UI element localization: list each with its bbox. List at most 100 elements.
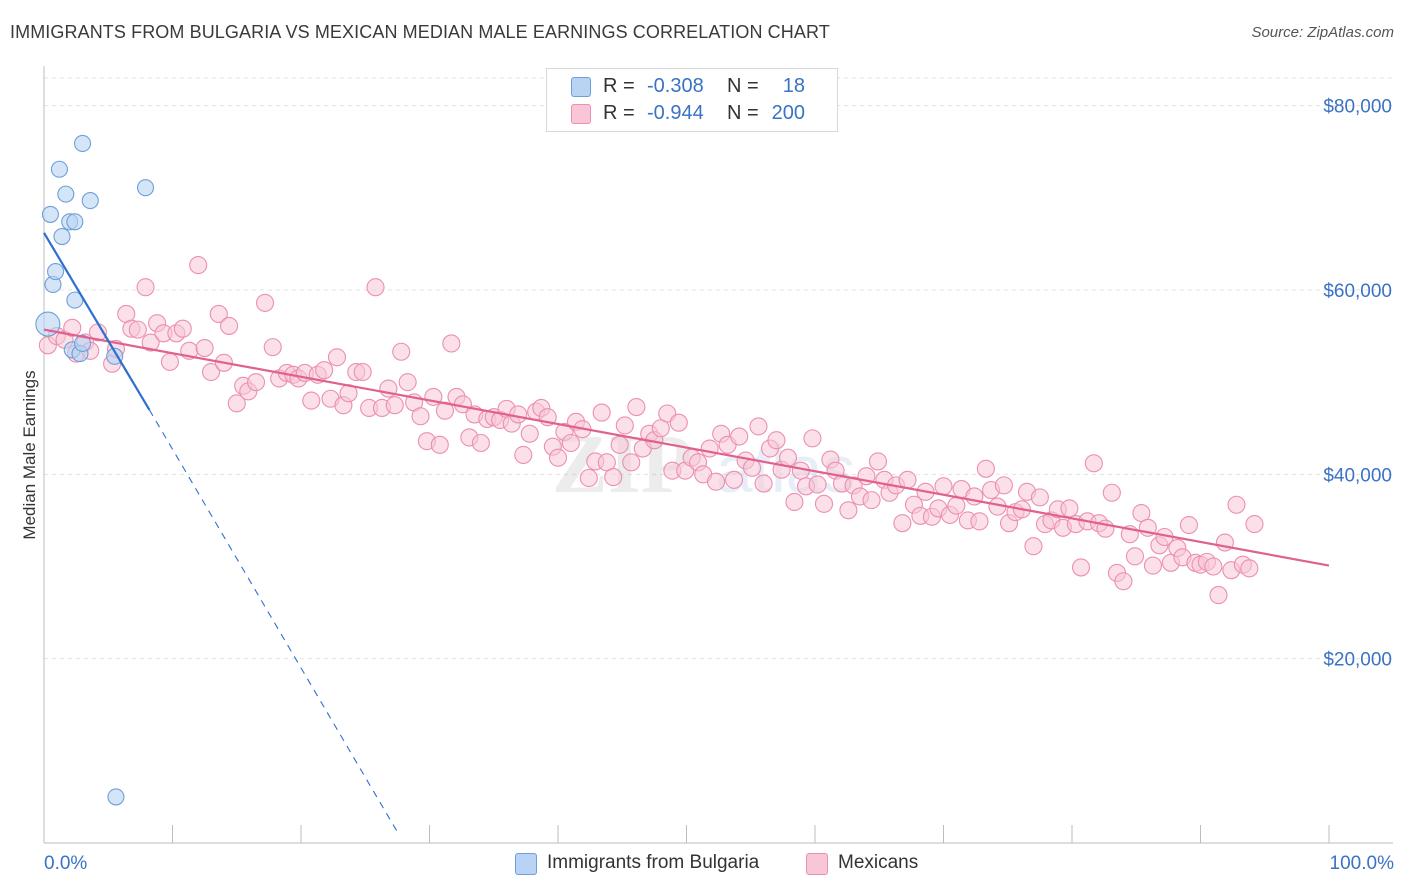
mexicans-point xyxy=(947,496,966,515)
mexicans-point xyxy=(430,435,449,454)
bulgaria-point xyxy=(136,179,155,197)
r-label: R = xyxy=(603,102,635,124)
mexicans-point xyxy=(1125,547,1145,566)
n-label: N = xyxy=(727,75,759,97)
mexicans-point xyxy=(604,468,623,487)
mexicans-point xyxy=(724,470,744,489)
bulgaria-point xyxy=(66,213,84,231)
mexicans-point xyxy=(411,407,430,426)
mexicans-point xyxy=(128,320,147,339)
mexicans-point xyxy=(803,429,822,448)
mexicans-point xyxy=(398,373,417,392)
r-value: -0.308 xyxy=(647,75,704,97)
mexicans-point xyxy=(868,452,888,471)
mexicans-point xyxy=(994,476,1013,495)
mexicans-point xyxy=(862,491,881,510)
mexicans-point xyxy=(893,514,912,533)
mexicans-legend-swatch xyxy=(806,853,828,875)
mexicans-point xyxy=(898,470,917,489)
mexicans-point xyxy=(302,391,321,410)
mexicans-point xyxy=(219,316,239,335)
mexicans-point xyxy=(754,474,773,493)
bulgaria-legend-swatch xyxy=(515,853,537,875)
mexicans-point xyxy=(1179,515,1198,535)
mexicans-point xyxy=(1209,586,1228,605)
bulgaria-point xyxy=(35,311,61,337)
y-tick-label: $20,000 xyxy=(1323,650,1392,671)
x-tick-label: 100.0% xyxy=(1330,853,1395,874)
mexicans-point xyxy=(548,448,568,467)
mexicans-point xyxy=(627,397,646,417)
mexicans-swatch xyxy=(571,104,591,124)
mexicans-point xyxy=(808,475,827,494)
mexicans-point xyxy=(615,416,634,435)
mexicans-point xyxy=(227,394,246,413)
x-tick-label: 0.0% xyxy=(44,853,87,874)
bulgaria-point xyxy=(107,788,125,806)
trend-lines xyxy=(43,232,1330,833)
mexicans-point xyxy=(970,512,989,531)
mexicans-point xyxy=(1227,495,1246,514)
n-label: N = xyxy=(727,102,759,124)
mexicans-point xyxy=(209,304,228,324)
mexicans-point xyxy=(1245,515,1264,534)
mexicans-point xyxy=(1240,559,1259,578)
mexicans-point xyxy=(255,293,275,312)
mexicans-point xyxy=(202,362,221,382)
mexicans-point xyxy=(742,458,762,477)
mexicans-point xyxy=(669,413,688,432)
mexicans-point xyxy=(1114,572,1133,591)
bulgaria-point xyxy=(50,160,68,178)
mexicans-point xyxy=(1143,556,1163,575)
mexicans-point xyxy=(622,453,641,472)
mexicans-point xyxy=(315,361,334,380)
mexicans-point xyxy=(778,448,798,467)
mexicans-point xyxy=(976,459,995,478)
mexicans-point xyxy=(471,433,490,453)
mexicans-point xyxy=(442,334,461,353)
mexicans-point xyxy=(814,494,834,513)
bulgaria-point xyxy=(74,334,92,352)
mexicans-point xyxy=(141,333,160,352)
gridlines xyxy=(44,77,1393,660)
mexicans-point xyxy=(1030,488,1049,507)
mexicans-point xyxy=(934,477,953,496)
mexicans-point xyxy=(263,338,282,357)
mexicans-point xyxy=(1084,454,1103,473)
mexicans-point xyxy=(392,342,411,361)
mexicans-point xyxy=(173,319,192,338)
mexicans-point xyxy=(592,403,611,422)
bulgaria-point xyxy=(57,185,75,203)
mexicans-point xyxy=(1071,558,1091,577)
chart-title: IMMIGRANTS FROM BULGARIA VS MEXICAN MEDI… xyxy=(10,22,830,42)
mexicans-point xyxy=(160,352,179,371)
mexicans-point xyxy=(730,427,749,446)
mexicans-point xyxy=(136,278,155,297)
mexicans-point xyxy=(1102,483,1121,502)
bulgaria-point xyxy=(41,205,59,223)
y-tick-label: $60,000 xyxy=(1323,281,1392,302)
mexicans-point xyxy=(327,348,347,367)
legend-label: Immigrants from Bulgaria xyxy=(547,852,760,873)
bulgaria-point xyxy=(47,263,65,281)
mexicans-point xyxy=(385,396,404,415)
mexicans-point xyxy=(1024,537,1043,556)
n-value: 18 xyxy=(782,75,805,97)
bulgaria-trend-extension xyxy=(148,409,398,833)
mexicans-point xyxy=(246,373,266,392)
mexicans-point xyxy=(1060,499,1079,518)
mexicans-point xyxy=(509,405,528,424)
mexicans-point xyxy=(579,468,598,488)
mexicans-point xyxy=(1204,557,1223,576)
mexicans-point xyxy=(353,362,372,382)
mexicans-point xyxy=(195,339,214,358)
mexicans-point xyxy=(707,472,726,491)
mexicans-point xyxy=(767,431,786,450)
axes xyxy=(43,66,1393,844)
mexicans-point xyxy=(561,433,580,453)
bulgaria-swatch xyxy=(571,77,591,97)
y-tick-label: $80,000 xyxy=(1323,97,1392,118)
source-note: Source: ZipAtlas.com xyxy=(1251,24,1394,41)
mexicans-trend-line xyxy=(43,328,1330,567)
mexicans-point xyxy=(514,445,533,465)
